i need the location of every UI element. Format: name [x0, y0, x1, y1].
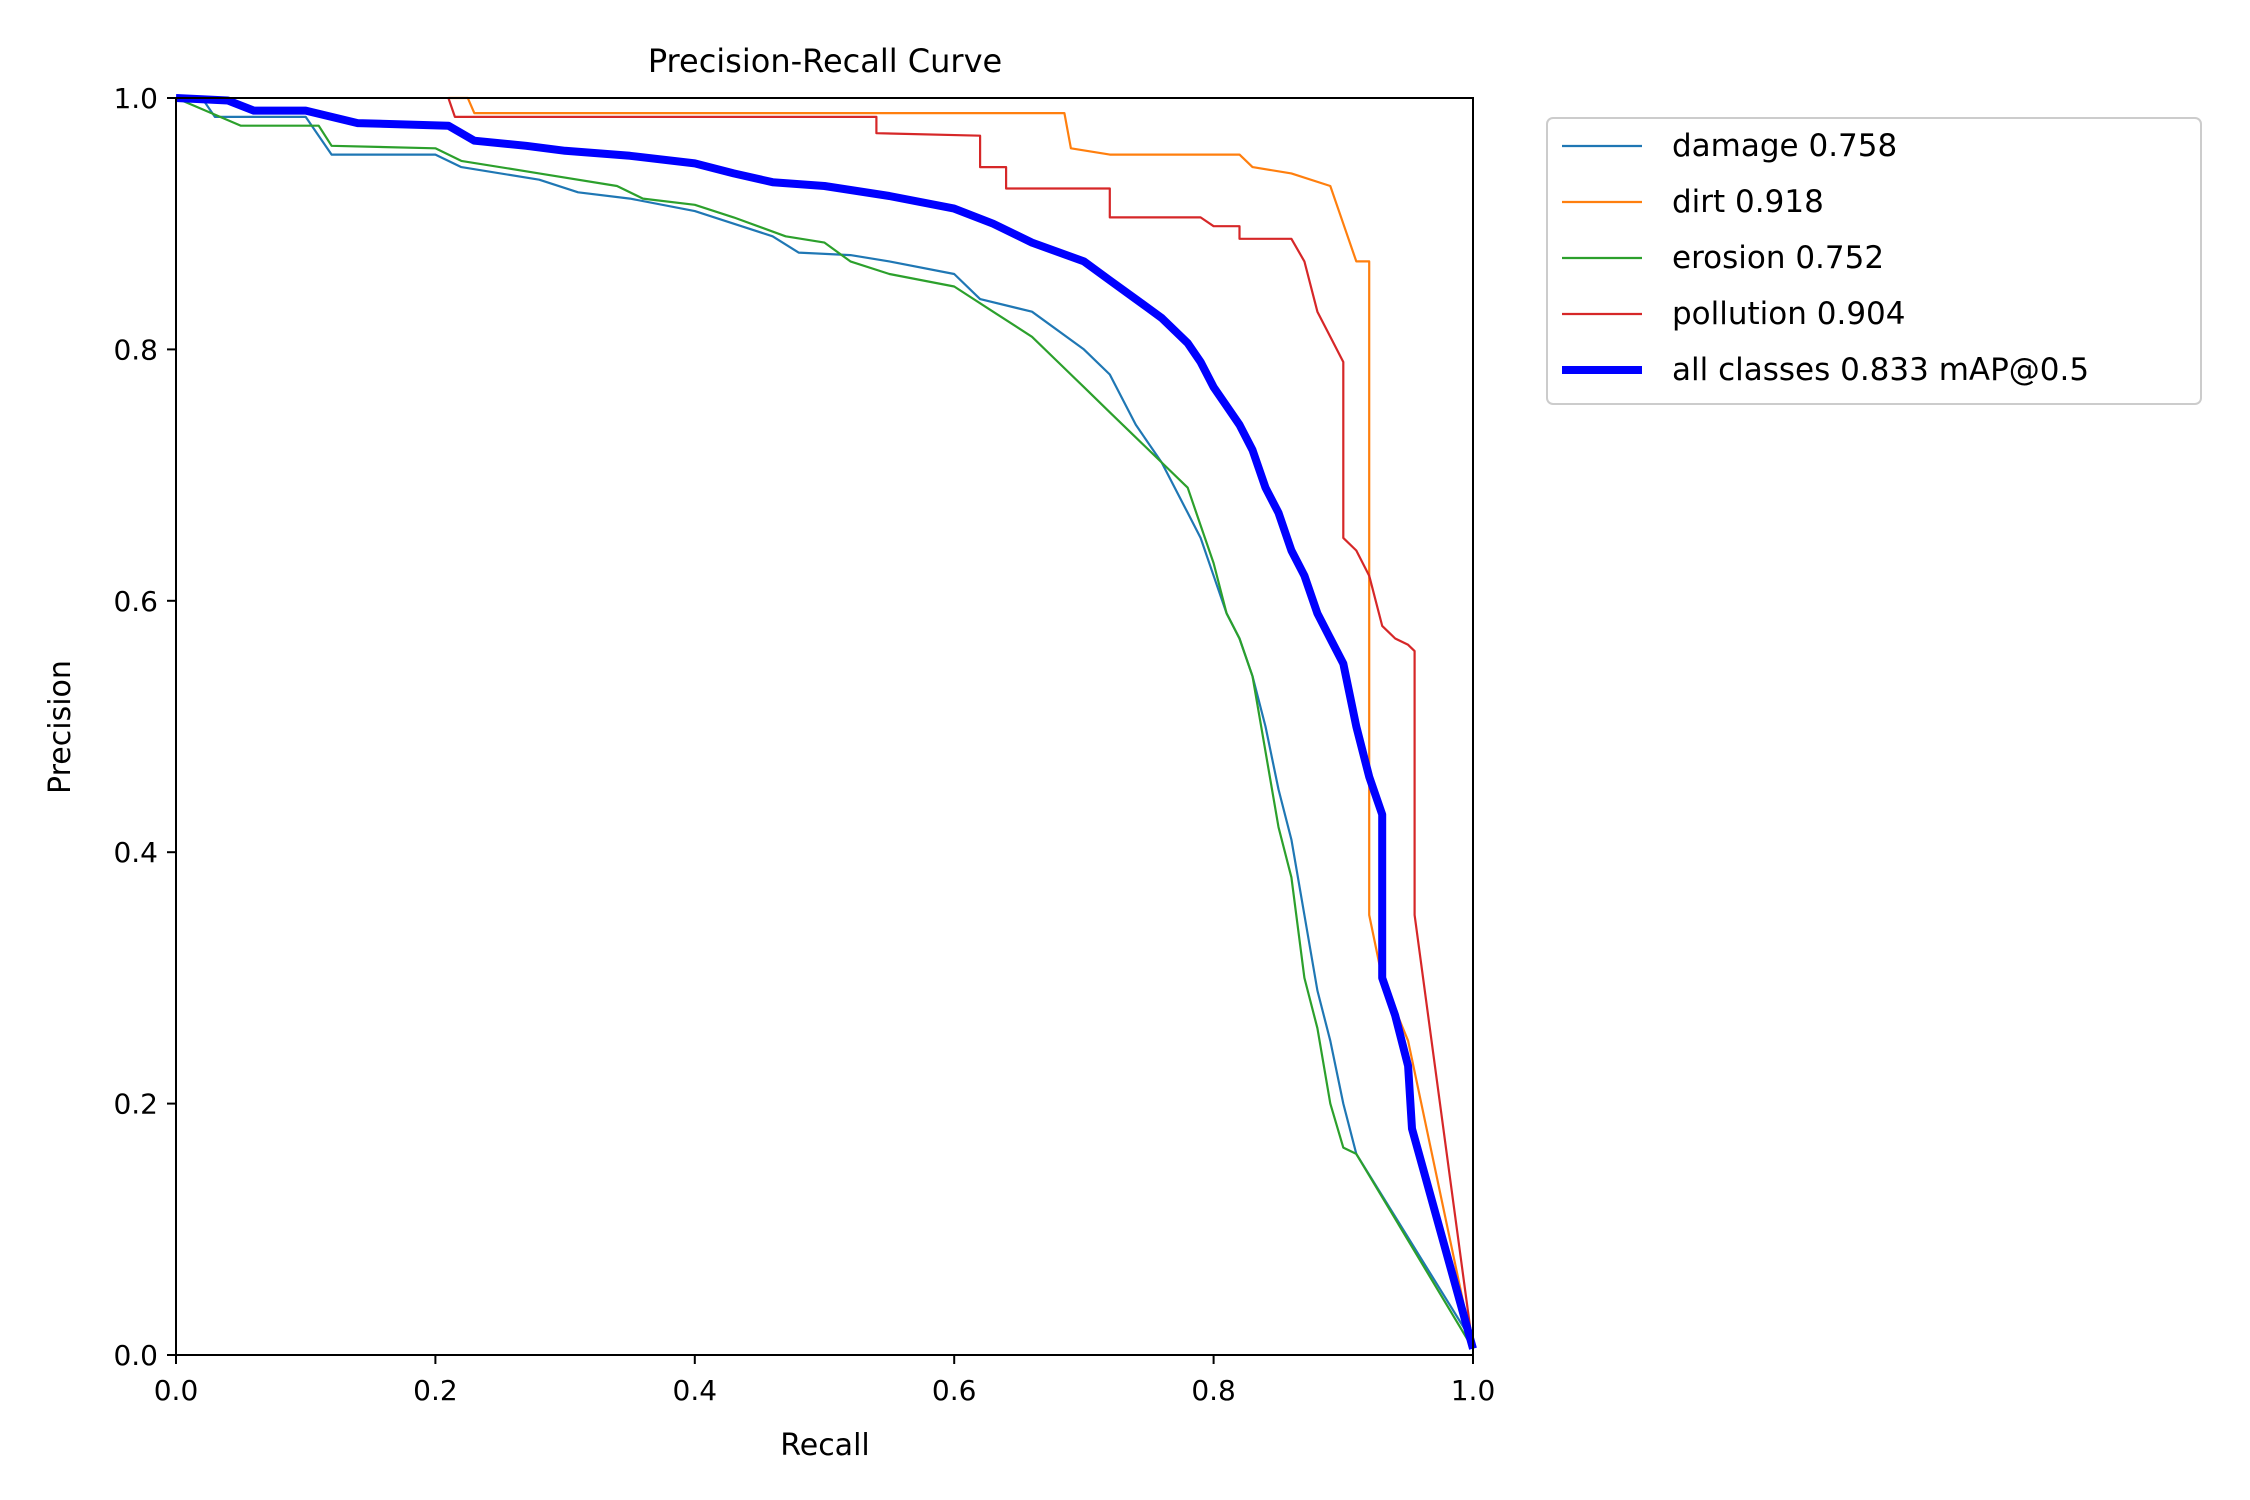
legend-box [1546, 117, 2202, 405]
legend-label-3: pollution 0.904 [1672, 296, 1906, 332]
plot-area [175, 94, 1477, 1356]
legend-label-2: erosion 0.752 [1672, 240, 1884, 276]
x-tick-label: 0.6 [932, 1374, 977, 1407]
x-axis: 0.0 0.2 0.4 0.6 0.8 1.0 [154, 1355, 1496, 1407]
x-tick-label: 0.8 [1191, 1374, 1236, 1407]
series-line-2 [175, 96, 1474, 1350]
x-tick-label: 0.4 [673, 1374, 718, 1407]
plot-background [176, 98, 1473, 1355]
x-tick-label: 0.2 [413, 1374, 458, 1407]
series-line-0 [176, 96, 1474, 1343]
series-line-4 [175, 94, 1477, 1350]
y-tick-label: 0.2 [113, 1088, 158, 1121]
y-tick-label: 0.6 [113, 585, 158, 618]
x-tick-label: 1.0 [1451, 1374, 1496, 1407]
chart-title: Precision-Recall Curve [648, 42, 1002, 80]
series-line-3 [447, 97, 1475, 1349]
series-layer [175, 94, 1477, 1350]
legend-label-1: dirt 0.918 [1672, 184, 1824, 220]
x-axis-label: Recall [780, 1428, 870, 1463]
plot-frame [175, 97, 1474, 1356]
y-axis-label: Precision [43, 660, 78, 794]
y-axis: 0.0 0.2 0.4 0.6 0.8 1.0 [113, 82, 176, 1372]
y-tick-label: 0.0 [113, 1339, 158, 1372]
x-tick-label: 0.0 [154, 1374, 199, 1407]
series-line-1 [448, 96, 1475, 1349]
y-tick-label: 1.0 [113, 82, 158, 115]
legend: damage 0.758 dirt 0.918 erosion 0.752 pollu… [1546, 117, 2202, 405]
y-tick-label: 0.4 [113, 836, 158, 869]
legend-items: damage 0.758 dirt 0.918 erosion 0.752 pollu… [1562, 128, 2089, 388]
y-tick-label: 0.8 [113, 333, 158, 366]
legend-label-4: all classes 0.833 mAP@0.5 [1672, 352, 2089, 388]
legend-label-0: damage 0.758 [1672, 128, 1897, 164]
